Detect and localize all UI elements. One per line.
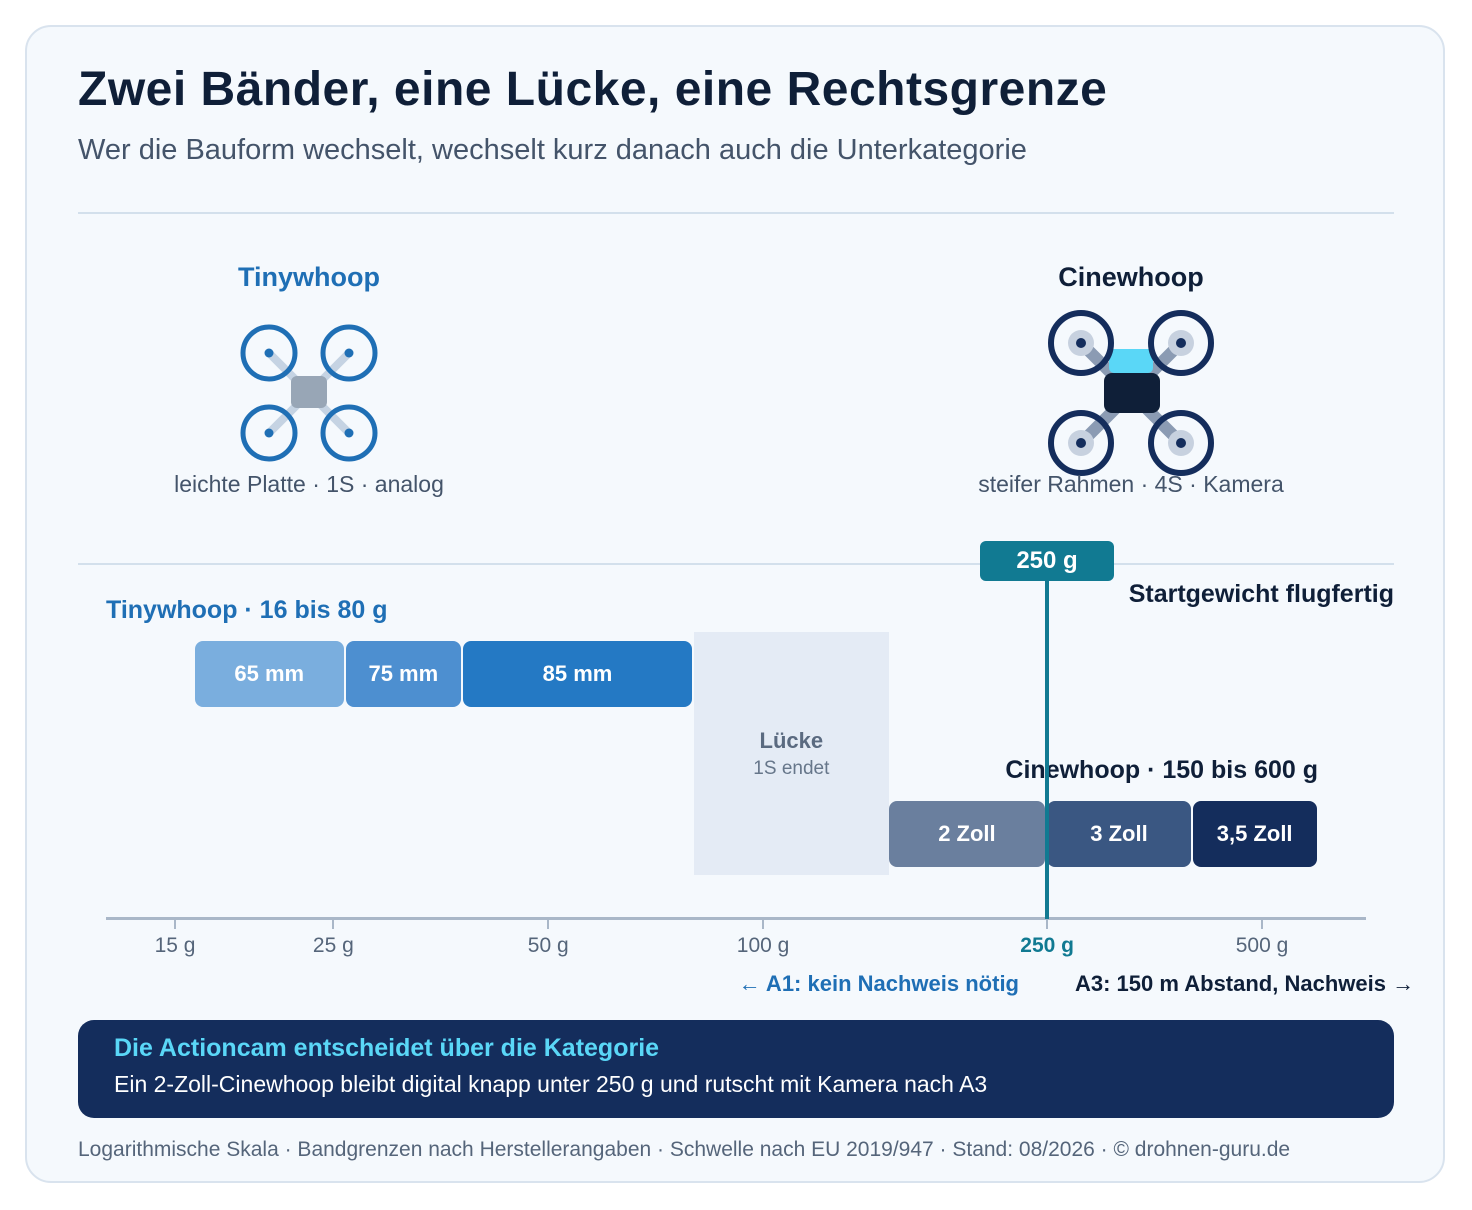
cinewhoop-drone-icon [1048,310,1214,476]
gap-label: Lücke [759,727,824,753]
callout-title: Die Actioncam entscheidet über die Kateg… [114,1034,660,1062]
divider-middle [78,563,1394,565]
region-a3-label: A3: 150 m Abstand, Nachweis → [1075,971,1415,996]
x-tick-label-25: 25 g [312,934,354,957]
page-subtitle: Wer die Bauform wechselt, wechselt kurz … [78,134,1027,166]
x-tick-250 [1046,919,1049,929]
callout-box: Die Actioncam entscheidet über die Kateg… [78,1020,1394,1118]
infographic-card [25,25,1445,1183]
band-segment-75-mm: 75 mm [345,641,462,707]
band-segment-85-mm: 85 mm [463,641,692,707]
band-segment-3-5-zoll: 3,5 Zoll [1192,801,1317,867]
cinewhoop-band-title: Cinewhoop · 150 bis 600 g [1005,756,1318,784]
tinywhoop-drone-icon [240,324,378,462]
x-tick-500 [1261,919,1263,929]
x-tick-label-100: 100 g [736,934,790,957]
footer-note: Logarithmische Skala · Bandgrenzen nach … [78,1138,1291,1161]
threshold-line [1045,578,1050,919]
x-tick-100 [762,919,765,929]
x-tick-label-15: 15 g [154,934,196,957]
divider-top [78,212,1394,214]
gap-sublabel: 1S endet [753,757,830,779]
region-a1-label: ← A1: kein Nachweis nötig [738,971,1019,996]
threshold-badge: 250 g [980,541,1114,581]
x-tick-15 [174,919,176,929]
x-tick-label-50: 50 g [527,934,569,957]
threshold-caption: Startgewicht flugfertig [1128,580,1394,608]
cinewhoop-description: steifer Rahmen · 4S · Kamera [978,471,1284,497]
callout-body: Ein 2-Zoll-Cinewhoop bleibt digital knap… [114,1071,988,1097]
band-segment-2-zoll: 2 Zoll [888,801,1046,867]
x-tick-label-500: 500 g [1235,934,1289,957]
band-segment-3-zoll: 3 Zoll [1047,801,1191,867]
x-tick-25 [332,919,335,929]
weight-gap: Lücke 1S endet [693,632,889,875]
band-segment-65-mm: 65 mm [195,641,344,707]
cinewhoop-name: Cinewhoop [1058,262,1204,292]
x-tick-50 [547,919,550,929]
x-axis [106,917,1366,920]
x-tick-label-250: 250 g [1020,934,1074,957]
tinywhoop-name: Tinywhoop [238,262,380,292]
page-title: Zwei Bänder, eine Lücke, eine Rechtsgren… [78,63,1108,116]
tinywhoop-description: leichte Platte · 1S · analog [174,471,444,497]
tinywhoop-band-title: Tinywhoop · 16 bis 80 g [106,596,388,624]
